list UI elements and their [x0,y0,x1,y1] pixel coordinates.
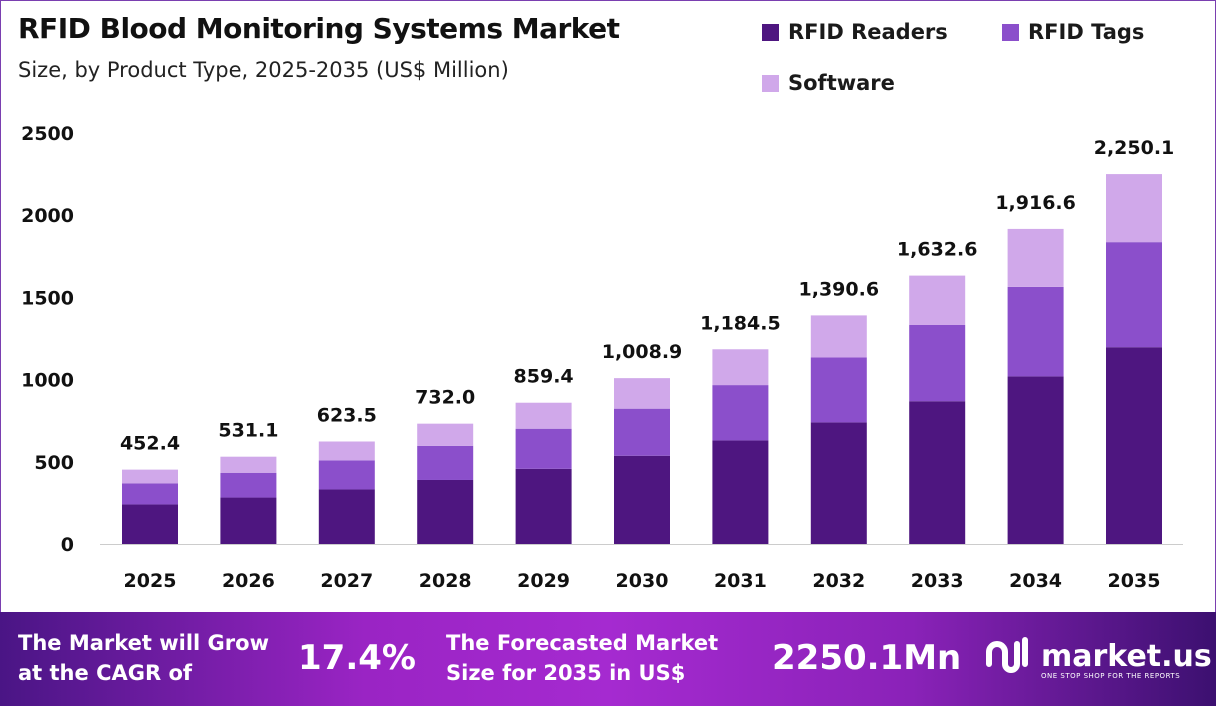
bar-segment-software [318,441,375,461]
cagr-label-line-2: at the CAGR of [18,661,193,685]
bar-segment-rfid-tags [810,357,867,423]
data-label-total: 2,250.1 [1094,137,1175,159]
data-label-total: 859.4 [514,366,574,388]
chart-title: RFID Blood Monitoring Systems Market [18,12,620,45]
x-tick-label: 2026 [222,570,275,592]
x-tick-label: 2025 [124,570,177,592]
bar-segment-rfid-tags [318,460,375,490]
legend-item-software: Software [762,71,895,95]
forecast-label: The Forecasted Market Size for 2035 in U… [446,628,718,688]
bar-segment-rfid-readers [417,479,474,544]
data-label-total: 1,390.6 [799,278,880,300]
y-tick-label: 500 [34,452,74,474]
bar-segment-rfid-tags [712,385,769,441]
data-label-total: 1,916.6 [995,192,1076,214]
bar-segment-rfid-readers [909,401,966,544]
x-tick-label: 2028 [419,570,472,592]
data-label-total: 1,184.5 [700,312,781,334]
bar-segment-rfid-readers [810,422,867,544]
x-tick-label: 2034 [1009,570,1062,592]
cagr-label-line-1: The Market will Grow [18,631,269,655]
legend-label: RFID Tags [1028,20,1145,44]
bar-segment-rfid-tags [417,445,474,480]
data-label-total: 452.4 [120,433,180,455]
market-us-logo-icon [986,637,1028,673]
bar-segment-rfid-readers [1007,376,1064,544]
bar-chart: 0 500 1000 1500 2000 2500 452.4 531.1 623.5 732.… [21,123,1183,592]
legend-swatch [1002,23,1019,41]
footer-banner: The Market will Grow at the CAGR of 17.4… [0,612,1216,706]
bar-segment-software [909,275,966,325]
bar-segment-software [515,402,572,429]
x-tick-label: 2033 [911,570,964,592]
market-us-logo: market.us ONE STOP SHOP FOR THE REPORTS [985,634,1212,680]
data-label-total: 732.0 [415,387,475,409]
data-label-total: 1,632.6 [897,239,978,261]
bar-segment-software [122,469,178,484]
brand-tagline: ONE STOP SHOP FOR THE REPORTS [1041,672,1181,680]
cagr-label: The Market will Grow at the CAGR of [18,628,269,688]
brand-name: market.us [1041,638,1212,674]
bar-segment-rfid-readers [220,497,277,544]
bar-segment-software [810,315,867,358]
bar-segment-rfid-tags [122,483,178,505]
bar-segment-software [417,423,474,446]
bar-segment-rfid-tags [1007,286,1064,377]
x-tick-label: 2031 [714,570,767,592]
cagr-value: 17.4% [298,638,416,678]
y-tick-label: 1500 [21,287,74,309]
legend-item-rfid-readers: RFID Readers [762,20,948,44]
legend-item-rfid-tags: RFID Tags [1002,20,1144,44]
bar-segment-software [712,349,769,386]
x-tick-label: 2029 [517,570,570,592]
data-label-total: 531.1 [218,420,278,442]
bar-segment-rfid-readers [515,468,572,544]
data-label-total: 1,008.9 [602,341,683,363]
chart-subtitle: Size, by Product Type, 2025-2035 (US$ Mi… [18,58,509,82]
bar-segment-rfid-readers [318,489,375,544]
x-tick-label: 2035 [1108,570,1161,592]
bar-segment-rfid-tags [515,428,572,469]
bar-segment-software [614,378,670,409]
forecast-label-line-2: Size for 2035 in US$ [446,661,686,685]
bar-segment-rfid-readers [614,455,670,544]
x-tick-label: 2030 [616,570,669,592]
y-tick-label: 2000 [21,205,74,227]
bar-segment-rfid-readers [122,504,178,544]
legend-label: RFID Readers [788,20,948,44]
bar-segment-software [220,456,277,473]
legend-swatch [762,23,779,41]
forecast-label-line-1: The Forecasted Market [446,631,719,655]
x-tick-label: 2032 [812,570,865,592]
bar-segment-rfid-readers [1106,347,1162,544]
bar-segment-rfid-readers [712,440,769,544]
legend-swatch [762,74,779,92]
y-tick-label: 1000 [21,370,74,392]
bar-segment-rfid-tags [614,408,670,456]
x-tick-label: 2027 [320,570,373,592]
bar-segment-software [1007,228,1064,287]
bar-segment-rfid-tags [1106,242,1162,348]
legend-label: Software [788,71,895,95]
forecast-value: 2250.1Mn [772,638,962,678]
bar-segment-rfid-tags [909,324,966,402]
data-label-total: 623.5 [317,404,377,426]
y-tick-label: 2500 [21,123,74,145]
bar-segment-software [1106,174,1162,243]
y-tick-label: 0 [61,534,74,556]
bar-segment-rfid-tags [220,472,277,498]
